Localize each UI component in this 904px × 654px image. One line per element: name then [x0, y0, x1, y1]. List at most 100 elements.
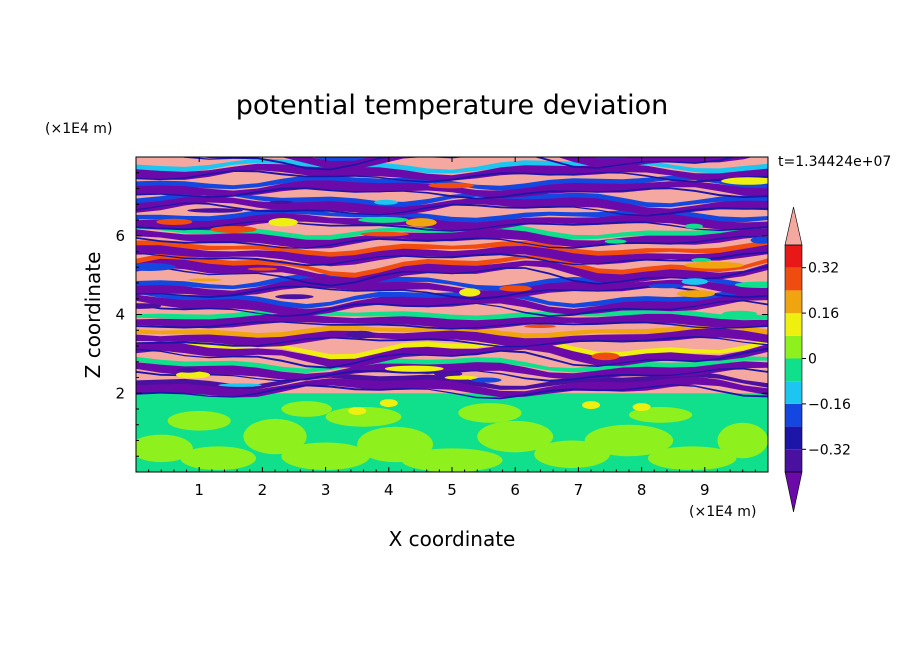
transition-streak [684, 223, 703, 229]
colorbar-bin [785, 403, 802, 427]
transition-streak [136, 303, 162, 309]
colorbar-top-arrow [784, 206, 803, 246]
lower-layer-blob [180, 446, 257, 471]
transition-streak [721, 177, 768, 185]
violet-band [136, 376, 768, 398]
x-tick-label: 8 [637, 481, 647, 499]
transition-streak [499, 285, 532, 292]
transition-streak [471, 377, 502, 383]
transition-streak [358, 216, 409, 223]
time-label: t=1.34424e+07 [778, 154, 891, 170]
colorbar-bottom-arrow [784, 471, 803, 513]
deep-blue-strip [136, 235, 768, 249]
transition-band [136, 371, 768, 390]
transition-streak [676, 290, 715, 298]
transition-streak [136, 262, 176, 271]
violet-band [136, 163, 768, 182]
lower-layer-spot [582, 401, 601, 410]
contour-fields [136, 157, 768, 472]
transition-streak [176, 367, 201, 373]
lower-layer-blob [167, 410, 231, 431]
plot-area [136, 157, 768, 472]
transition-streak [384, 365, 444, 372]
colorbar-tick-label: 0.16 [808, 306, 839, 322]
transition-streak [187, 278, 223, 282]
violet-band [136, 328, 768, 348]
transition-streak [275, 294, 314, 300]
transition-streak [210, 225, 257, 233]
deep-blue-strip [136, 367, 768, 382]
transition-band [136, 273, 768, 292]
colorbar-bin [785, 358, 802, 382]
x-tick-label: 6 [510, 481, 520, 499]
deep-blue-strip [136, 285, 768, 300]
lower-layer-blob [281, 442, 370, 471]
transition-streak [604, 239, 627, 244]
lower-layer-blob [477, 420, 554, 453]
x-tick-label: 7 [574, 481, 584, 499]
violet-band [136, 258, 768, 286]
y-tick-label: 2 [115, 384, 125, 402]
violet-band [201, 157, 753, 170]
x-unit-label: (×1E4 m) [689, 504, 756, 520]
deep-blue-strip [136, 299, 768, 318]
y-unit-label: (×1E4 m) [45, 121, 112, 137]
chart-title: potential temperature deviation [236, 90, 668, 121]
transition-streak [218, 383, 262, 387]
transition-streak [175, 371, 211, 379]
transition-streak [648, 283, 684, 289]
transition-streak [268, 217, 298, 227]
colorbar-bin [785, 290, 802, 314]
transition-streak [691, 258, 711, 263]
deep-blue-strip [136, 251, 768, 267]
transition-streak [681, 278, 708, 285]
transition-streak [187, 208, 243, 213]
lower-layer-blob [243, 418, 307, 455]
x-tick-label: 3 [321, 481, 331, 499]
lower-layer-blob [325, 407, 402, 427]
deep-blue-strip [136, 384, 768, 400]
y-tick-label: 4 [115, 306, 125, 324]
x-axis-label: X coordinate [389, 527, 516, 551]
lower-layer-blob [647, 446, 737, 471]
x-tick-label: 4 [384, 481, 394, 499]
x-tick-label: 2 [258, 481, 268, 499]
transition-streak [524, 324, 556, 329]
colorbar-bin [785, 449, 802, 472]
deep-blue-strip [136, 321, 768, 330]
colorbar-bin [785, 381, 802, 404]
transition-streak [591, 352, 620, 361]
transition-streak [734, 281, 768, 289]
violet-band [136, 180, 768, 199]
transition-streak [722, 310, 758, 317]
lower-layer-blob [281, 401, 332, 417]
transition-streak [444, 375, 478, 380]
lower-layer-blob [458, 403, 522, 423]
x-tick-label: 9 [700, 481, 710, 499]
colorbar-tick-label: 0 [808, 352, 817, 368]
transition-streak [684, 261, 744, 269]
colorbar-bin [785, 245, 802, 268]
transition-streak [405, 218, 437, 227]
deep-blue-strip [136, 187, 768, 200]
lower-layer-spot [379, 399, 398, 408]
transition-streak [346, 330, 376, 339]
lower-layer-blob [401, 448, 503, 472]
deep-blue-strip [136, 347, 768, 369]
y-tick-label: 6 [115, 227, 125, 245]
violet-band [136, 313, 768, 330]
lower-layer-spot [348, 406, 367, 415]
transition-streak [269, 200, 293, 204]
y-axis-label: Z coordinate [81, 252, 105, 379]
y-axis-ticks: 2 4 6 [115, 172, 768, 457]
x-axis-ticks: 1 2 3 4 5 6 7 8 9 [148, 157, 756, 499]
transition-streak [156, 218, 193, 226]
lower-layer-blob [136, 434, 193, 463]
transition-streak [750, 236, 768, 244]
violet-band [136, 341, 768, 368]
deep-blue-strip [136, 170, 768, 183]
violet-band [136, 213, 768, 232]
deep-blue-strip [180, 157, 737, 171]
transition-streak [247, 267, 278, 271]
